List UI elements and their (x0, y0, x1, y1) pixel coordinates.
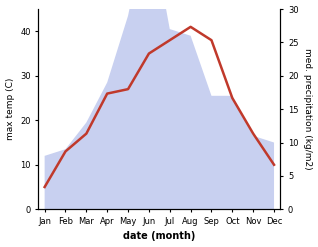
X-axis label: date (month): date (month) (123, 231, 196, 242)
Y-axis label: med. precipitation (kg/m2): med. precipitation (kg/m2) (303, 48, 313, 170)
Y-axis label: max temp (C): max temp (C) (5, 78, 15, 140)
